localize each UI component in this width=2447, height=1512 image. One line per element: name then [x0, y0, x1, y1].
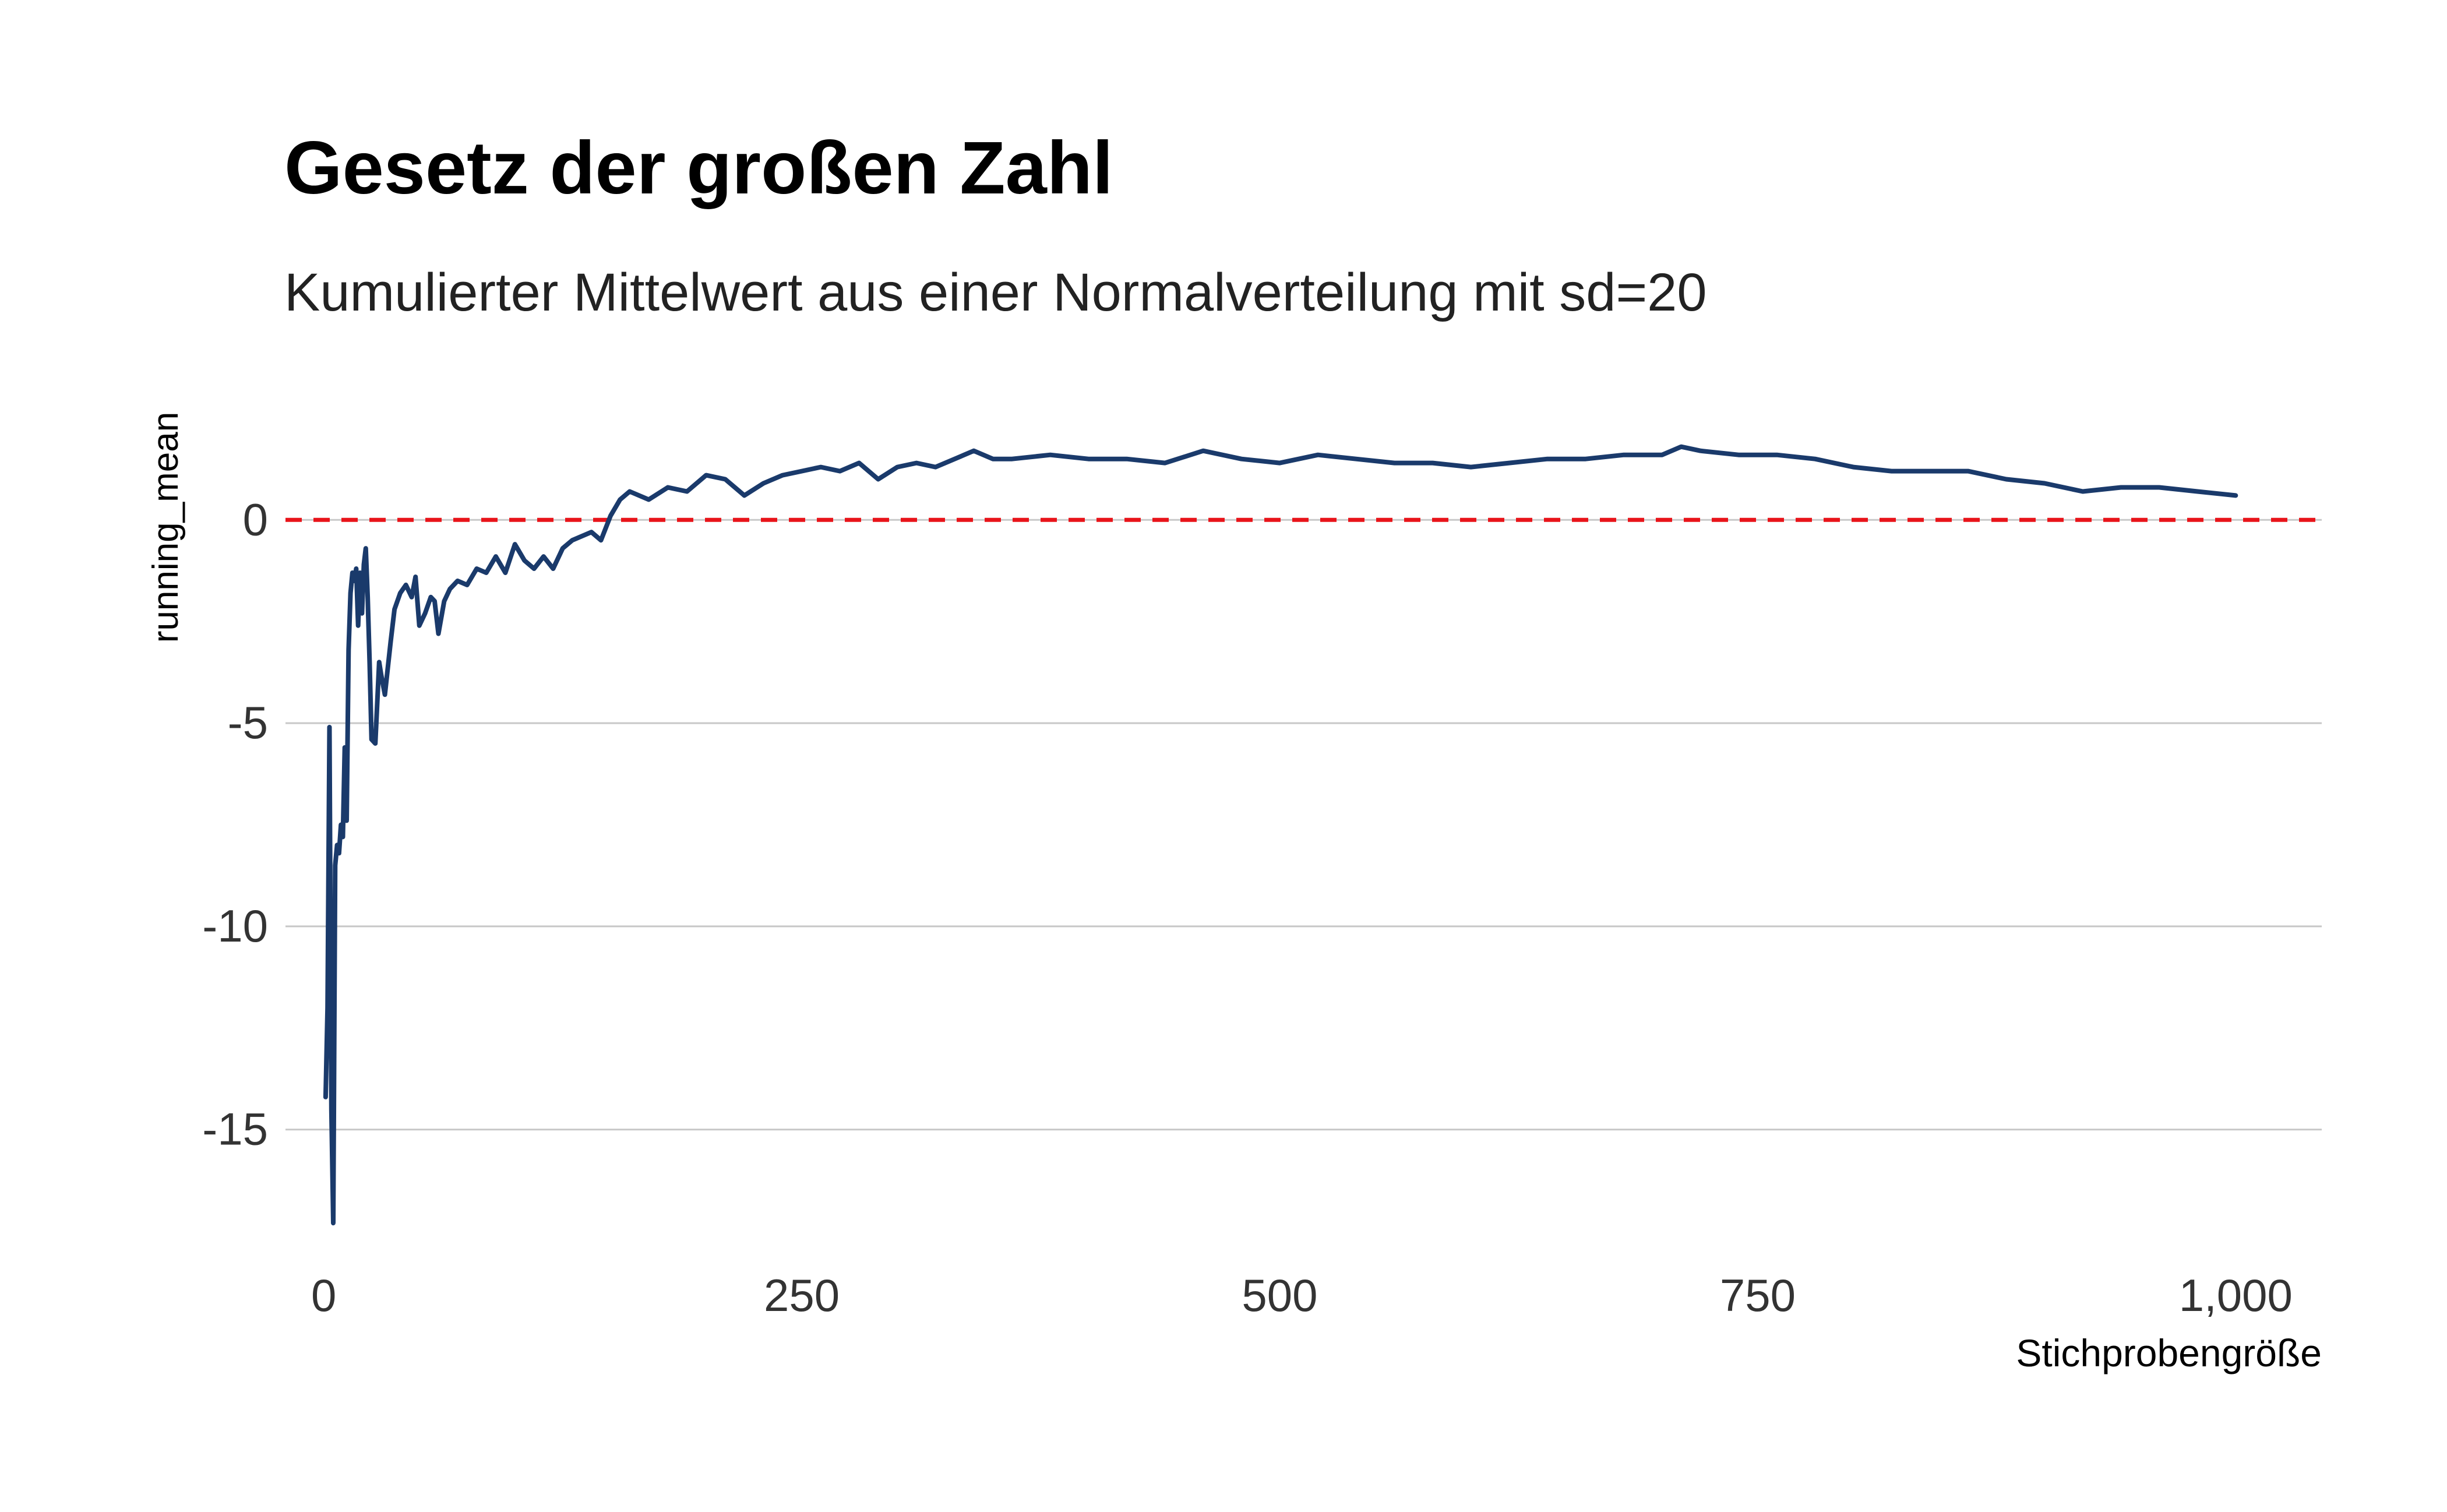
- y-tick-label: -15: [202, 1104, 268, 1155]
- gridlines: [285, 519, 2322, 1131]
- chart-subtitle: Kumulierter Mittelwert aus einer Normalv…: [284, 263, 1707, 322]
- x-tick-label: 500: [1242, 1270, 1317, 1321]
- x-tick-label: 1,000: [2179, 1270, 2293, 1321]
- x-tick-labels: 0 250 500 750 1,000: [311, 1270, 2293, 1321]
- running-mean-line: [323, 444, 2238, 1226]
- x-tick-label: 750: [1720, 1270, 1796, 1321]
- chart-title: Gesetz der großen Zahl: [284, 126, 1113, 210]
- y-tick-label: -5: [228, 697, 268, 748]
- x-axis-label: Stichprobengröße: [2016, 1331, 2322, 1374]
- x-tick-label: 0: [311, 1270, 336, 1321]
- x-tick-label: 250: [764, 1270, 840, 1321]
- y-tick-label: -10: [202, 900, 268, 951]
- y-tick-label: 0: [243, 494, 268, 545]
- y-axis-label: running_mean: [146, 412, 186, 643]
- series-layer: [323, 444, 2238, 1226]
- y-tick-labels: -15 -10 -5 0: [202, 494, 268, 1154]
